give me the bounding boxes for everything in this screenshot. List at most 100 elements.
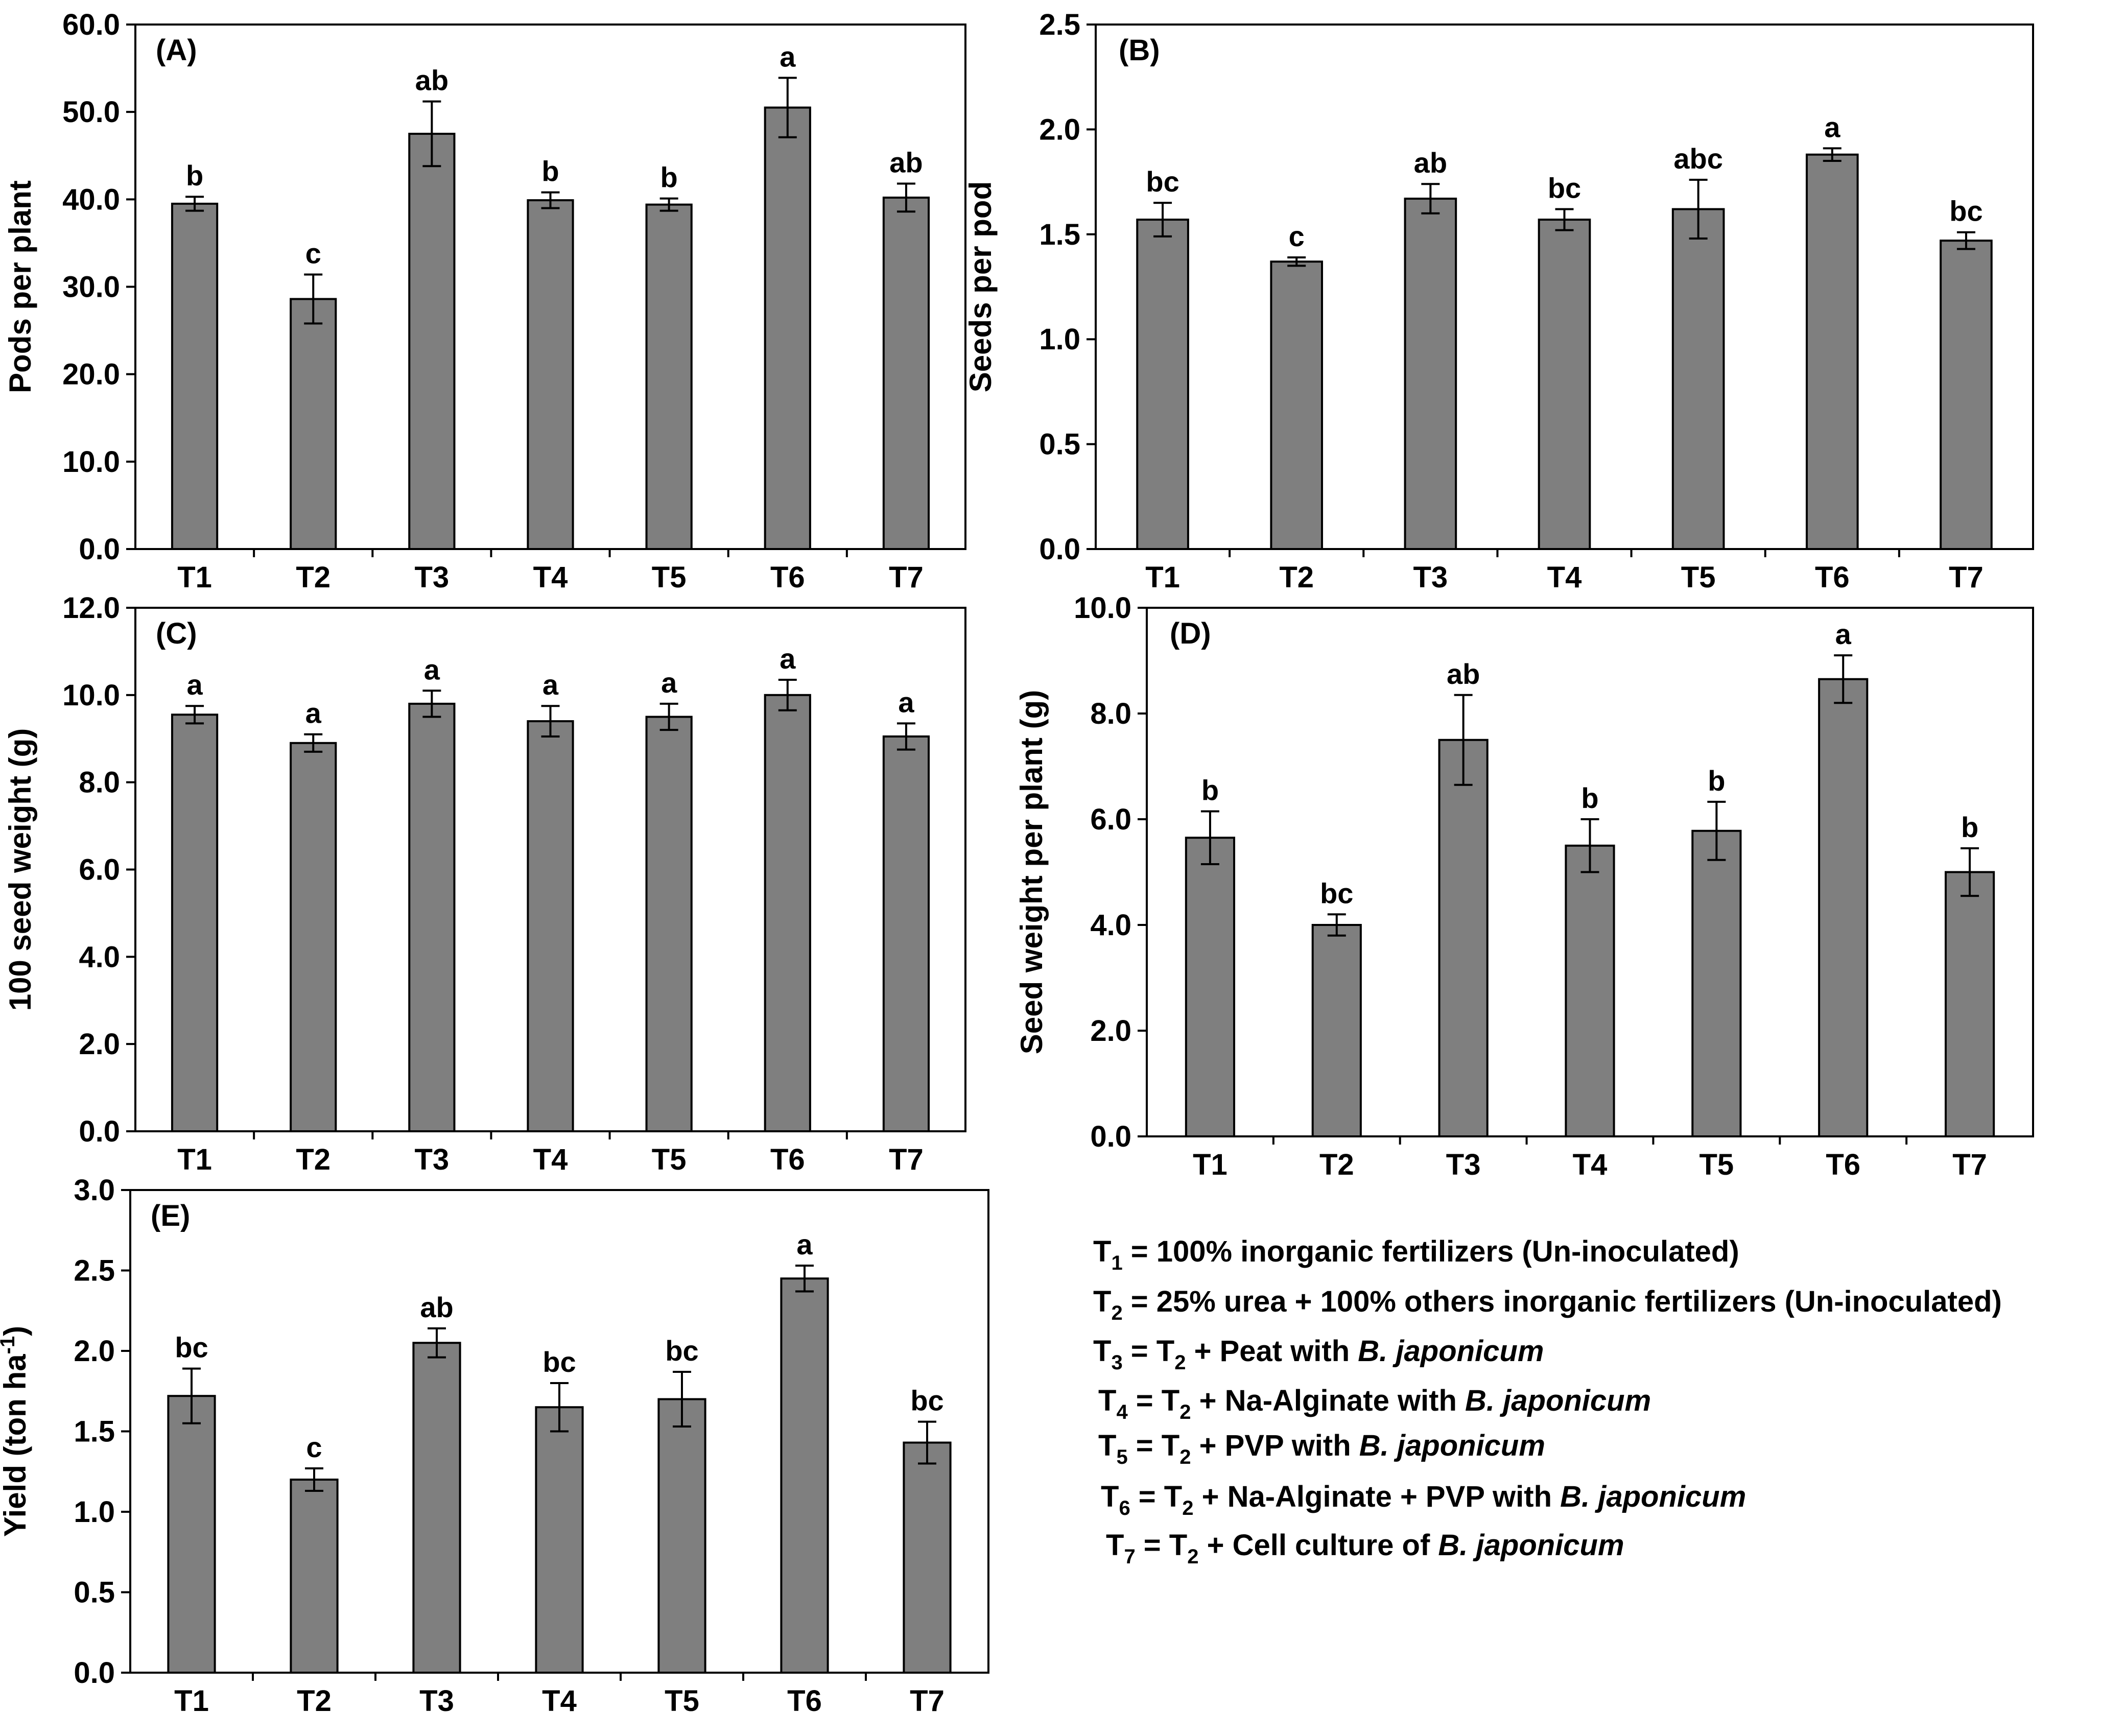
y-tick-label: 8.0 — [79, 766, 120, 799]
bar-t1 — [167, 1395, 216, 1674]
chart-panel-c: 0.0 2.0 4.0 6.0 8.0 10.0 12.0 a T1 a T2 a T3 a T4 a T5 a T… — [3, 591, 966, 1176]
bar-t3 — [1438, 739, 1489, 1137]
y-tick-label: 2.0 — [1090, 1014, 1131, 1048]
bar-t3 — [1404, 197, 1457, 550]
x-tick-label: T1 — [1145, 561, 1180, 594]
x-tick-label: T3 — [1446, 1148, 1481, 1181]
x-tick-label: T4 — [533, 1143, 568, 1176]
x-tick-label: T7 — [1949, 561, 1984, 594]
x-tick-label: T4 — [533, 561, 568, 594]
x-tick-label: T6 — [770, 1143, 805, 1176]
significance-label: a — [661, 667, 677, 699]
significance-label: ab — [1447, 658, 1480, 690]
significance-label: b — [1201, 774, 1219, 806]
y-tick-label: 4.0 — [79, 940, 120, 973]
significance-label: a — [542, 669, 559, 701]
legend-entry-t5: T5 = T2 + PVP with B. japonicum — [1098, 1429, 1545, 1468]
x-tick-label: T7 — [910, 1684, 945, 1718]
panel-label: (D) — [1170, 617, 1211, 650]
significance-label: a — [186, 669, 203, 701]
significance-label: c — [305, 237, 321, 270]
chart-panel-b: 0.0 0.5 1.0 1.5 2.0 2.5 bc T1 c T2 ab T3 bc T4 abc T5 a T… — [963, 8, 2034, 594]
x-tick-label: T3 — [1413, 561, 1448, 594]
bar-t6 — [764, 694, 811, 1133]
y-axis-title: Yield (ton ha-1) — [0, 1326, 32, 1537]
y-tick-label: 0.0 — [79, 1115, 120, 1148]
y-tick-label: 40.0 — [62, 183, 120, 216]
significance-label: a — [898, 686, 914, 718]
y-tick-label: 30.0 — [62, 271, 120, 304]
y-tick-label: 4.0 — [1090, 909, 1131, 942]
x-tick-label: T1 — [177, 561, 212, 594]
x-tick-label: T5 — [1681, 561, 1716, 594]
legend-entry-t3: T3 = T2 + Peat with B. japonicum — [1093, 1335, 1544, 1374]
significance-label: bc — [1146, 165, 1179, 198]
y-tick-label: 60.0 — [62, 8, 120, 41]
y-tick-label: 10.0 — [62, 679, 120, 712]
bar-t5 — [1671, 208, 1725, 550]
y-tick-label: 12.0 — [62, 591, 120, 625]
bar-t6 — [780, 1277, 829, 1674]
legend-entry-t2: T2 = 25% urea + 100% others inorganic fe… — [1093, 1285, 2002, 1324]
y-tick-label: 10.0 — [1074, 591, 1131, 625]
y-tick-label: 2.0 — [79, 1028, 120, 1061]
x-tick-label: T6 — [1815, 561, 1850, 594]
significance-label: bc — [542, 1346, 576, 1378]
significance-label: bc — [665, 1335, 698, 1367]
bar-t5 — [645, 203, 693, 550]
significance-label: bc — [910, 1385, 943, 1417]
significance-label: ab — [889, 147, 923, 179]
significance-label: ab — [415, 64, 448, 97]
x-tick-label: T4 — [542, 1684, 577, 1718]
y-tick-label: 0.5 — [1039, 428, 1080, 461]
y-tick-label: 2.0 — [1039, 113, 1080, 146]
x-tick-label: T4 — [1547, 561, 1582, 594]
panel-label: (C) — [156, 617, 197, 650]
bar-t7 — [1944, 871, 1995, 1137]
bar-t7 — [903, 1441, 952, 1674]
bar-t6 — [1818, 678, 1869, 1137]
significance-label: a — [305, 697, 322, 729]
y-tick-label: 1.5 — [74, 1415, 115, 1448]
chart-panel-d: 0.0 2.0 4.0 6.0 8.0 10.0 b T1 bc T2 ab T3 b T4 b T5 a T6 b… — [1014, 591, 2034, 1181]
y-tick-label: 50.0 — [62, 96, 120, 129]
legend-entry-t1: T1 = 100% inorganic fertilizers (Un-inoc… — [1093, 1235, 1739, 1274]
bar-t6 — [1805, 153, 1859, 551]
bar-t1 — [171, 202, 219, 550]
bar-t5 — [645, 716, 693, 1132]
x-tick-label: T4 — [1573, 1148, 1608, 1181]
y-tick-label: 0.0 — [74, 1656, 115, 1690]
bar-t4 — [1538, 219, 1591, 550]
bar-t2 — [290, 1479, 339, 1674]
x-tick-label: T6 — [770, 561, 805, 594]
y-axis-title: 100 seed weight (g) — [3, 728, 37, 1011]
bar-t4 — [527, 720, 574, 1133]
significance-label: bc — [1548, 172, 1581, 204]
bar-t7 — [1940, 240, 1993, 550]
y-tick-label: 6.0 — [79, 853, 120, 887]
x-tick-label: T2 — [296, 1143, 331, 1176]
bar-t2 — [1311, 924, 1362, 1137]
bar-t5 — [1691, 829, 1742, 1137]
significance-label: ab — [420, 1291, 453, 1323]
bar-t2 — [1270, 260, 1324, 550]
y-axis-title: Seed weight per plant (g) — [1014, 690, 1049, 1054]
y-tick-label: 20.0 — [62, 358, 120, 391]
y-tick-label: 1.5 — [1039, 218, 1080, 251]
y-tick-label: 3.0 — [74, 1174, 115, 1207]
bar-t1 — [1185, 837, 1236, 1137]
x-tick-label: T5 — [652, 561, 687, 594]
y-tick-label: 1.0 — [1039, 323, 1080, 356]
significance-label: b — [541, 155, 559, 187]
y-tick-label: 10.0 — [62, 445, 120, 479]
significance-label: bc — [1320, 877, 1353, 909]
significance-label: bc — [175, 1331, 208, 1364]
bar-t3 — [408, 132, 456, 551]
panel-label: (A) — [156, 34, 197, 67]
y-tick-label: 2.5 — [1039, 8, 1080, 41]
panel-label: (E) — [151, 1199, 190, 1232]
significance-label: c — [1289, 220, 1305, 252]
significance-label: ab — [1414, 147, 1447, 179]
significance-label: c — [306, 1431, 322, 1463]
y-tick-label: 1.0 — [74, 1495, 115, 1529]
